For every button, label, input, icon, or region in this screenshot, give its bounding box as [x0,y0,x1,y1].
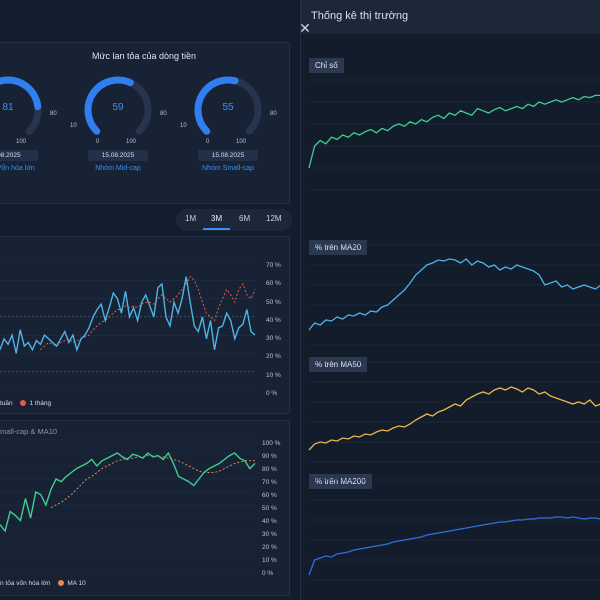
y-tick-label: 10 % [262,557,277,564]
gauge-bottom-min: 0 [206,139,210,145]
chart1-legend: tuần 1 tháng [0,400,51,407]
y-tick-label: 90 % [262,453,277,460]
y-tick-label: 20 % [266,353,281,361]
y-tick-label: 30 % [262,531,277,538]
y-tick-label: 10 % [266,371,281,379]
y-tick-label: 40 % [262,518,277,525]
ma200-chart [308,479,600,581]
ma200-chart-label: % trên MA200 [309,474,372,489]
gauge-bottom-max: 100 [126,139,137,145]
y-tick-label: 20 % [262,544,277,551]
close-icon[interactable]: ✕ [299,20,311,36]
left-panel: Mức lan tỏa của dòng tiền 8180100.08.202… [0,0,298,600]
ma10-line [50,455,255,509]
main-line [0,451,256,533]
tab-1m[interactable]: 1M [185,214,197,223]
chart1-plot [0,261,256,391]
gauge-fill [84,76,134,135]
ma50-chart [308,361,600,463]
ma50-chart-label: % trên MA50 [309,357,368,372]
gauge-value: 59 [112,102,124,113]
chart1-legend-weekly[interactable]: tuần [0,400,13,407]
period-tabs: 1M 3M 6M 12M [176,209,292,231]
y-tick-label: 30 % [266,335,281,343]
market-stats-panel: Thống kê thị trường ✕ Chỉ số % trên MA20… [299,0,600,600]
gauge-max: 80 [50,111,57,117]
market-line [308,94,600,169]
gauge-group-label: Nhóm Mid-cap [95,165,141,172]
gauge-bottom-max: 100 [236,139,247,145]
chart2-legend-main[interactable]: n tỏa vốn hóa lớn [0,580,51,587]
y-tick-label: 60 % [262,492,277,499]
gauge-max: 80 [160,111,167,117]
y-tick-label: 70 % [266,262,281,269]
y-tick-label: 0 % [266,390,278,397]
chart2-legend: n tỏa vốn hóa lớn MA 10 [0,580,86,587]
gauge-date: .08.2025 [0,150,38,161]
gauge-group-label: hóm Vốn hóa lớn [0,165,35,172]
chart2-plot [0,439,256,571]
gauge-1 [84,76,152,135]
y-tick-label: 60 % [266,280,281,288]
gauge-min: 10 [180,123,187,129]
legend-dot-icon [58,580,65,587]
market-line [308,258,600,331]
market-line [308,386,600,451]
index-chart-label: Chỉ số [309,58,344,73]
index-chart [308,79,600,191]
gauge-date: 15.08.2025 [88,150,148,161]
market-stats-header: Thống kê thị trường [301,0,600,34]
tab-6m[interactable]: 6M [239,214,251,223]
legend-dot-icon [20,400,27,407]
chart2-title: mall-cap & MA10 [0,427,58,436]
gauge-value: 81 [2,102,14,113]
market-line [308,516,600,576]
gauge-panel-title: Mức lan tỏa của dòng tiền [91,51,197,61]
market-stats-title: Thống kê thị trường [311,10,409,22]
chart2-legend-ma10[interactable]: MA 10 [58,580,86,587]
ma20-chart-label: % trên MA20 [309,240,368,255]
gauge-fill [194,76,239,135]
y-tick-label: 100 % [262,440,281,447]
gauge-group-label: Nhóm Small-cap [202,165,254,172]
y-tick-label: 40 % [266,316,281,324]
gauge-date: 15.08.2025 [198,150,258,161]
gauge-value: 55 [222,102,234,113]
y-tick-label: 50 % [266,298,281,306]
gauge-min: 10 [70,123,77,129]
gauge-fill [0,76,42,111]
tab-active-indicator [203,228,230,230]
gauge-2 [194,76,262,135]
gauge-max: 80 [270,111,277,117]
gauge-0 [0,76,42,135]
y-tick-label: 70 % [262,479,277,486]
weekly-line [0,276,256,354]
tab-12m[interactable]: 12M [266,214,282,223]
tab-3m[interactable]: 3M [211,214,223,223]
chart2-panel [0,420,290,596]
chart1-legend-monthly[interactable]: 1 tháng [20,400,51,407]
y-tick-label: 80 % [262,466,277,473]
gauge-bottom-max: 100 [16,139,27,145]
ma-line [40,275,256,351]
ma20-chart [308,244,600,346]
y-tick-label: 50 % [262,505,277,512]
y-tick-label: 0 % [262,570,274,577]
gauge-bottom-min: 0 [96,139,100,145]
